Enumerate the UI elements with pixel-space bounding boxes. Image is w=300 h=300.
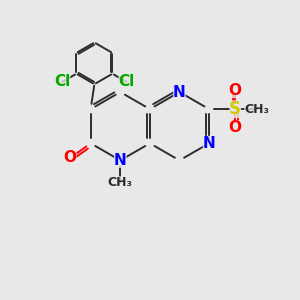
Text: O: O: [229, 120, 242, 135]
Text: S: S: [229, 100, 241, 118]
Text: CH₃: CH₃: [244, 103, 269, 116]
Text: N: N: [114, 153, 127, 168]
Text: O: O: [64, 151, 76, 166]
Text: N: N: [203, 136, 215, 151]
Text: CH₃: CH₃: [108, 176, 133, 189]
Text: Cl: Cl: [54, 74, 70, 89]
Text: O: O: [229, 83, 242, 98]
Text: N: N: [173, 85, 186, 100]
Text: Cl: Cl: [118, 74, 135, 89]
